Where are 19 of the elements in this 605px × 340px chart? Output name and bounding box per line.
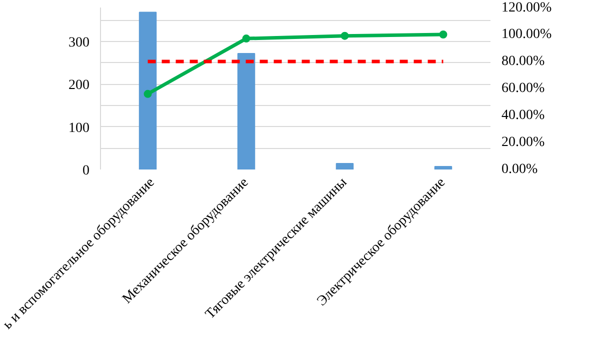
bar	[237, 53, 256, 170]
y2-tick-label: 20.00%	[502, 135, 545, 150]
y2-tick-label: 120.00%	[502, 0, 552, 16]
y2-tick-label: 60.00%	[502, 81, 545, 96]
bar	[138, 12, 157, 170]
bar	[434, 166, 452, 170]
y-tick-label: 0	[82, 164, 90, 178]
y2-tick-label: 0.00%	[502, 162, 538, 177]
point	[144, 90, 152, 98]
y2-tick-label: 100.00%	[502, 27, 552, 42]
y-tick-label: 200	[68, 78, 90, 94]
point	[242, 34, 250, 43]
point	[439, 30, 448, 38]
y2-tick-label: 80.00%	[502, 54, 545, 69]
y-tick-label: 300	[68, 36, 90, 51]
bar	[336, 163, 354, 170]
y2-tick-label: 40.00%	[502, 108, 545, 123]
y-tick-label: 100	[68, 120, 90, 136]
point	[340, 32, 349, 40]
